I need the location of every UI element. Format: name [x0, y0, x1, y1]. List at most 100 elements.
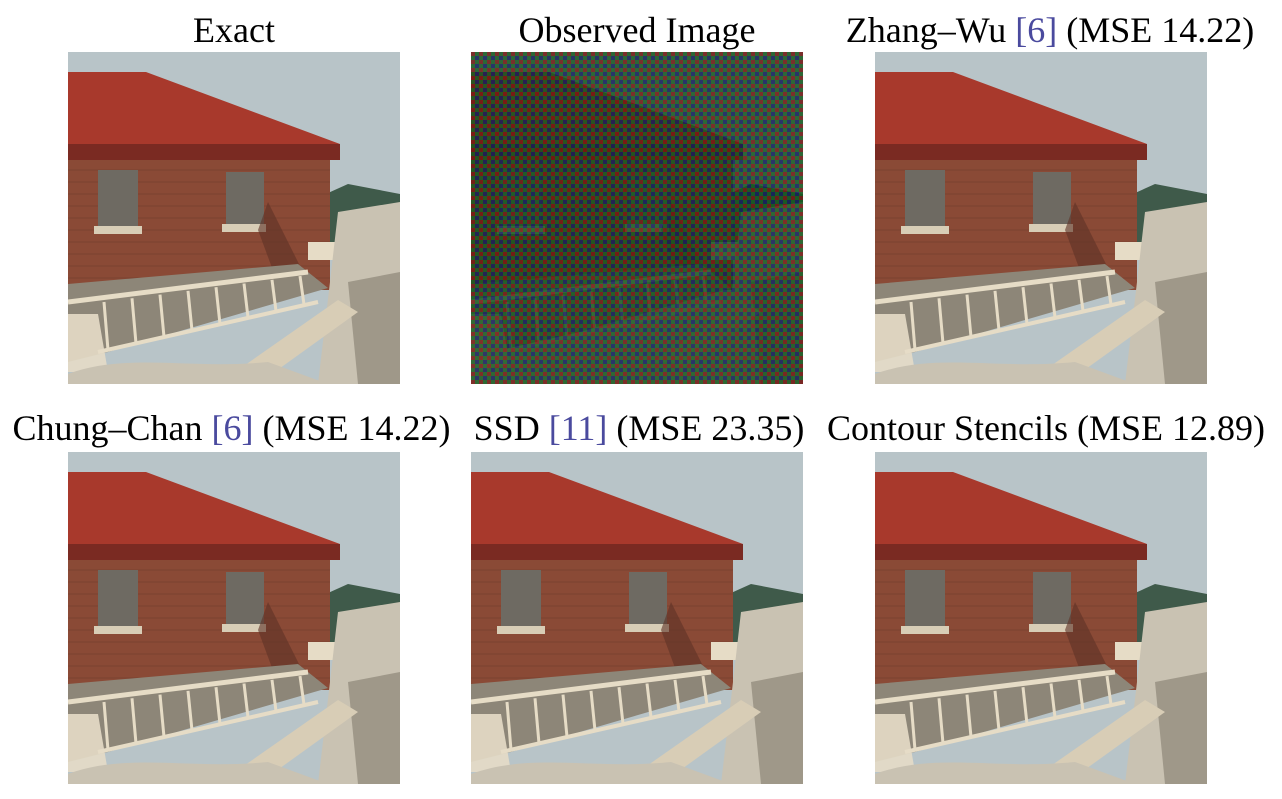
walkway-base [471, 664, 731, 762]
window-right [1033, 172, 1071, 226]
rail-post [701, 675, 709, 705]
gate [68, 714, 108, 772]
walkway-base [875, 264, 1135, 362]
house-scene-chung-chan [68, 452, 400, 784]
rail-top [68, 269, 309, 305]
rail-bottom [97, 700, 319, 754]
window-left [98, 170, 138, 228]
image-contour-stencils [875, 452, 1207, 784]
rail-post [298, 675, 306, 705]
rail-post [102, 301, 110, 351]
rail-post [1077, 279, 1085, 312]
caption-ssd: SSD [11] (MSE 23.35) [473, 408, 805, 448]
rail-post [617, 687, 625, 725]
window-sill-right [625, 624, 669, 632]
rock-shadow [348, 672, 400, 784]
window-sill-right [1029, 224, 1073, 232]
rail-post [130, 698, 138, 744]
house-scene-observed-mosaic [471, 52, 803, 384]
roof [68, 72, 340, 144]
ramp [621, 700, 761, 784]
caption-observed-image: Observed Image [518, 10, 756, 50]
rock-shadow [1155, 272, 1207, 384]
rocks-foreground [875, 362, 1135, 384]
window-sill-left [901, 626, 949, 634]
house-scene-exact [68, 52, 400, 384]
rail-post [1021, 287, 1029, 325]
rail-post [965, 294, 973, 338]
walkway-base [68, 664, 328, 762]
house-scene-zhang-wu [875, 52, 1207, 384]
gate [471, 714, 511, 772]
window-right [226, 172, 264, 226]
walkway-base [875, 664, 1135, 762]
reference-link[interactable]: [6] [1015, 10, 1058, 50]
wall-shadow [1065, 202, 1115, 284]
rail-post [1077, 679, 1085, 712]
rail-post [102, 701, 110, 751]
rail-bottom [904, 700, 1126, 754]
wall-shadow [661, 602, 711, 684]
rail-post [1049, 683, 1057, 718]
house-scene-ssd [471, 452, 803, 784]
rail-post [1105, 675, 1113, 705]
rail-bottom [904, 300, 1126, 354]
rocks-foreground [471, 762, 731, 784]
rail-post [937, 698, 945, 744]
reference-link[interactable]: [11] [548, 408, 608, 448]
window-sill-left [94, 626, 142, 634]
wall-shadow [1065, 602, 1115, 684]
rail-bottom [97, 300, 319, 354]
rail-post [993, 690, 1001, 731]
rail-post [158, 694, 166, 738]
reference-link[interactable]: [6] [211, 408, 254, 448]
rail-post [533, 698, 541, 744]
window-left [905, 570, 945, 628]
rail-post [937, 298, 945, 344]
window-right [629, 572, 667, 626]
rocks-foreground [68, 362, 328, 384]
rail-post [909, 701, 917, 751]
roof-eave [68, 144, 340, 160]
rail-post [186, 690, 194, 731]
rocks-foreground [68, 762, 328, 784]
ramp [1025, 300, 1165, 384]
rail-post [673, 679, 681, 712]
rail-post [589, 690, 597, 731]
window-sill-right [222, 624, 266, 632]
window-right [226, 572, 264, 626]
window-right [1033, 572, 1071, 626]
ramp [1025, 700, 1165, 784]
rail-post [214, 287, 222, 325]
rail-post [242, 283, 250, 318]
wall-shadow [258, 202, 308, 284]
walkway-base [68, 264, 328, 362]
rail-post [645, 683, 653, 718]
rail-top [875, 269, 1116, 305]
rail-post [1049, 283, 1057, 318]
rock-shadow [1155, 672, 1207, 784]
window-left [501, 570, 541, 628]
roof [875, 472, 1147, 544]
gate [875, 314, 915, 372]
roof-eave [875, 544, 1147, 560]
rail-top [471, 669, 712, 705]
caption-exact: Exact [193, 10, 275, 50]
wall-shadow [258, 602, 308, 684]
image-ssd [471, 452, 803, 784]
ramp [218, 300, 358, 384]
roof [68, 472, 340, 544]
rock-shadow [348, 272, 400, 384]
rail-post [561, 694, 569, 738]
rail-post [186, 290, 194, 331]
rock-shadow [751, 672, 803, 784]
roof-eave [471, 544, 743, 560]
roof [471, 472, 743, 544]
window-sill-left [901, 226, 949, 234]
rail-post [270, 279, 278, 312]
rail-post [1105, 275, 1113, 305]
rail-post [993, 290, 1001, 331]
window-sill-right [222, 224, 266, 232]
roof [875, 72, 1147, 144]
window-sill-left [94, 226, 142, 234]
